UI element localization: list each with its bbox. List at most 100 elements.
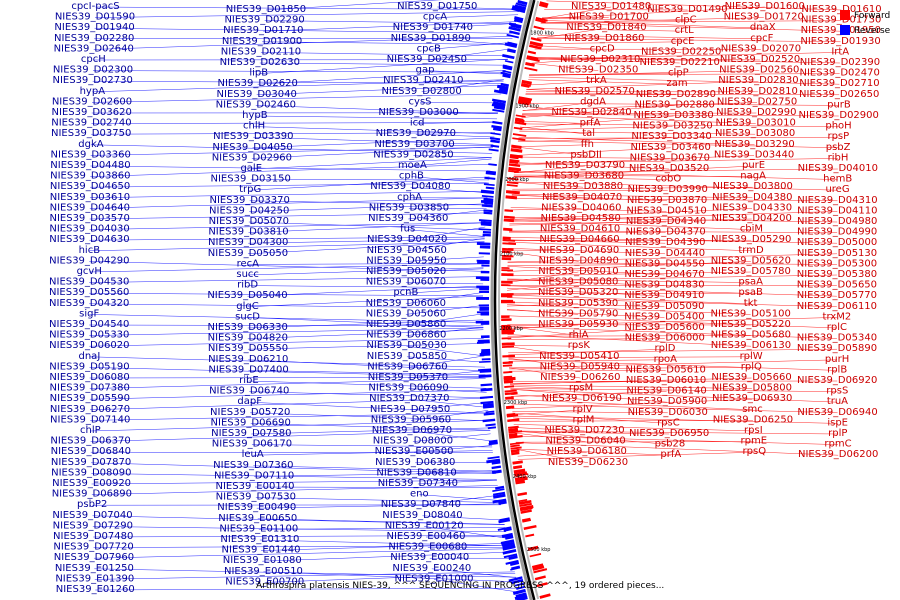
forward-connector (535, 45, 603, 50)
forward-gene-label: NIES39_D06010 (626, 375, 706, 386)
forward-gene-label: NIES39_D03880 (543, 181, 623, 192)
forward-gene-block (534, 575, 546, 581)
reverse-connector (89, 378, 486, 389)
forward-gene-block (502, 247, 514, 251)
reverse-gene-label: ribD (237, 280, 258, 291)
reverse-gene-label: NIES39_D01900 (222, 36, 302, 47)
forward-gene-label: prfA (660, 449, 681, 460)
forward-connector (510, 388, 838, 392)
forward-gene-block (506, 413, 519, 418)
forward-connector (506, 297, 837, 308)
forward-gene-label: NIES39_D06230 (548, 457, 628, 468)
forward-connector (507, 271, 579, 283)
forward-connector (511, 403, 838, 414)
reverse-gene-label: NIES39_D07720 (53, 542, 133, 553)
forward-gene-label: rplP (828, 428, 847, 439)
forward-gene-label: rpsK (568, 340, 591, 351)
reverse-connector (413, 155, 492, 158)
forward-connector (513, 176, 669, 180)
forward-gene-label: clpC (675, 15, 697, 26)
forward-gene-label: NIES39_D01860 (564, 33, 644, 44)
reverse-gene-block (510, 566, 521, 571)
forward-gene-block (529, 40, 544, 47)
reverse-connector (405, 305, 484, 315)
reverse-connector (92, 80, 504, 84)
forward-gene-label: psbDII (570, 149, 602, 160)
forward-connector (537, 38, 841, 43)
forward-connector (515, 442, 839, 456)
reverse-gene-label: NIES39_D06740 (209, 386, 289, 397)
forward-gene-label: ureG (825, 184, 849, 195)
forward-connector (512, 412, 669, 424)
reverse-gene-label: NIES39_D06060 (366, 298, 446, 309)
reverse-gene-label: NIES39_D02620 (218, 78, 298, 89)
forward-gene-block (502, 354, 515, 358)
forward-gene-label: NIES39_D04670 (624, 269, 704, 280)
forward-gene-block (502, 242, 517, 245)
forward-gene-block (509, 160, 519, 164)
reverse-connector (412, 433, 491, 442)
forward-gene-block (528, 44, 542, 50)
forward-connector (520, 123, 839, 127)
reverse-gene-label: gap (416, 65, 435, 76)
reverse-gene-label: NIES39_E01100 (219, 523, 298, 534)
forward-gene-block (519, 502, 532, 508)
forward-gene-block (506, 184, 518, 187)
forward-gene-label: NIES39_D05000 (797, 237, 877, 248)
reverse-gene-label: NIES39_D02290 (224, 15, 304, 26)
reverse-gene-block (492, 127, 502, 132)
reverse-connector (248, 221, 486, 231)
reverse-gene-label: galE (240, 163, 262, 174)
reverse-gene-label: NIES39_E00140 (215, 481, 294, 492)
forward-connector (507, 261, 751, 272)
reverse-gene-label: cpcH (81, 54, 106, 65)
reverse-gene-block (495, 485, 505, 490)
forward-gene-label: NIES39_D05090 (624, 301, 704, 312)
forward-gene-label: rplM (573, 414, 595, 425)
forward-gene-label: NIES39_D04550 (625, 258, 705, 269)
reverse-gene-block (515, 592, 527, 598)
forward-connector (511, 391, 667, 397)
reverse-gene-label: lipB (249, 68, 268, 79)
reverse-connector (251, 146, 494, 159)
reverse-gene-block (492, 488, 505, 492)
forward-gene-label: NIES39_D02900 (799, 110, 879, 121)
forward-gene-block (507, 418, 520, 423)
forward-gene-label: NIES39_D04060 (541, 202, 621, 213)
reverse-connector (415, 461, 495, 464)
reverse-connector (89, 327, 484, 336)
reverse-gene-label: NIES39_D06840 (51, 446, 131, 457)
reverse-gene-label: psbP2 (77, 499, 107, 510)
reverse-gene-label: hicB (79, 245, 101, 256)
legend-forward-label: Forward (854, 11, 890, 21)
forward-gene-label: NIES39_D02830 (718, 75, 798, 86)
forward-gene-label: NIES39_D02710 (799, 78, 879, 89)
reverse-connector (407, 226, 486, 241)
reverse-connector (89, 303, 484, 309)
reverse-connector (263, 571, 518, 583)
forward-gene-block (509, 158, 520, 163)
reverse-gene-label: NIES39_D02640 (54, 43, 134, 54)
reverse-gene-label: NIES39_D06070 (366, 277, 446, 288)
reverse-gene-label: NIES39_D06020 (49, 340, 129, 351)
reverse-connector (94, 11, 519, 18)
reverse-gene-block (484, 202, 494, 205)
reverse-connector (247, 329, 484, 339)
reverse-gene-label: NIES39_D01850 (226, 4, 306, 15)
reverse-gene-label: NIES39_E01310 (220, 534, 299, 545)
reverse-gene-block (485, 423, 496, 427)
reverse-gene-block (480, 400, 494, 405)
forward-connector (518, 140, 839, 149)
forward-gene-label: NIES39_D05930 (538, 319, 618, 330)
reverse-gene-label: NIES39_D02450 (387, 54, 467, 65)
forward-gene-label: NIES39_D02840 (551, 107, 631, 118)
forward-gene-label: NIES39_D04830 (624, 280, 704, 291)
reverse-gene-label: NIES39_D03150 (210, 174, 290, 185)
legend: Forward Reverse (840, 10, 891, 36)
forward-gene-block (503, 376, 516, 381)
reverse-connector (414, 144, 494, 146)
reverse-gene-block (502, 70, 512, 74)
forward-gene-label: NIES39_D07230 (544, 425, 624, 436)
forward-gene-label: tal (582, 128, 595, 139)
forward-gene-block (538, 2, 548, 9)
